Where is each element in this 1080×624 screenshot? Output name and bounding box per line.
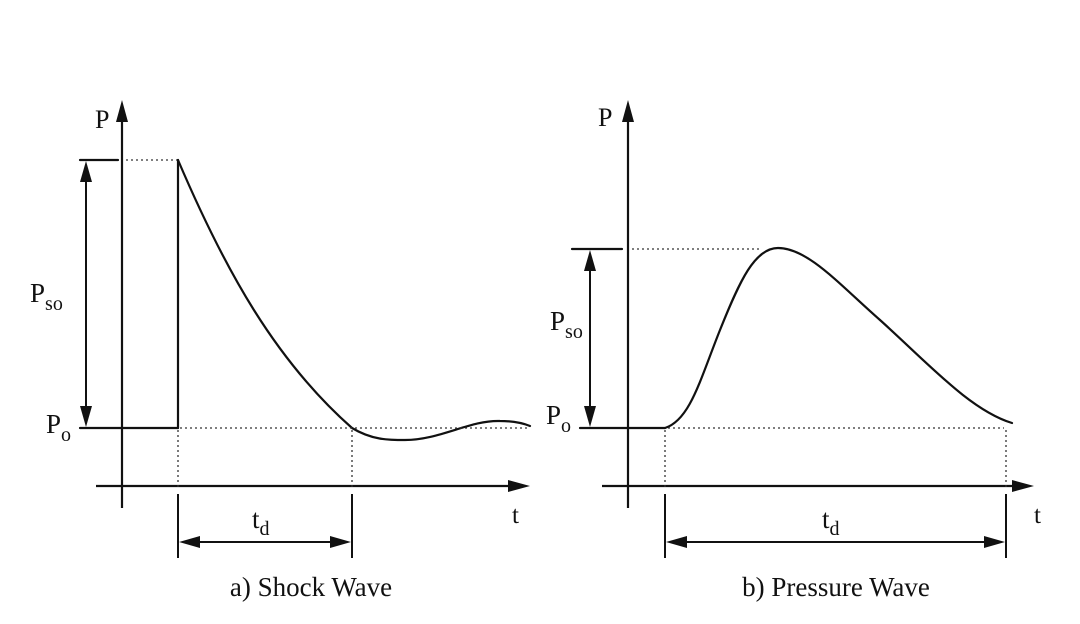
panel-shock-wave: P t Pso Po td a) Shock Wave [30,100,532,602]
pressure-caption: b) Pressure Wave [742,572,930,602]
pressure-td-arrow-right-icon [984,536,1005,548]
shock-y-axis-arrow-icon [116,100,128,122]
pressure-peak-arrow-down-icon [584,406,596,427]
shock-y-axis-label: P [95,105,109,134]
pressure-td-arrow-left-icon [666,536,687,548]
shock-td-arrow-left-icon [179,536,200,548]
pressure-y-axis-arrow-icon [622,100,634,122]
pressure-wave-curve [663,246,1014,430]
shock-caption: a) Shock Wave [230,572,392,602]
shock-peak-arrow-down-icon [80,406,92,427]
shock-peak-arrow-up-icon [80,161,92,182]
pressure-y-axis-label: P [598,103,612,132]
shock-decay-curve [176,158,532,442]
pressure-x-axis-label: t [1034,502,1041,529]
shock-duration-label: td [252,504,270,540]
shock-ambient-label: Po [46,409,71,446]
pressure-ambient-label: Po [546,400,571,437]
pressure-x-axis-arrow-icon [1012,480,1034,492]
pressure-peak-arrow-up-icon [584,250,596,271]
shock-x-axis-arrow-icon [508,480,530,492]
shock-td-arrow-right-icon [330,536,351,548]
pressure-peak-label: Pso [550,306,583,343]
shock-peak-label: Pso [30,278,63,315]
pressure-duration-label: td [822,504,840,540]
shock-x-axis-label: t [512,502,519,529]
panel-pressure-wave: P t Pso Po td b) Pressure Wave [546,100,1041,602]
